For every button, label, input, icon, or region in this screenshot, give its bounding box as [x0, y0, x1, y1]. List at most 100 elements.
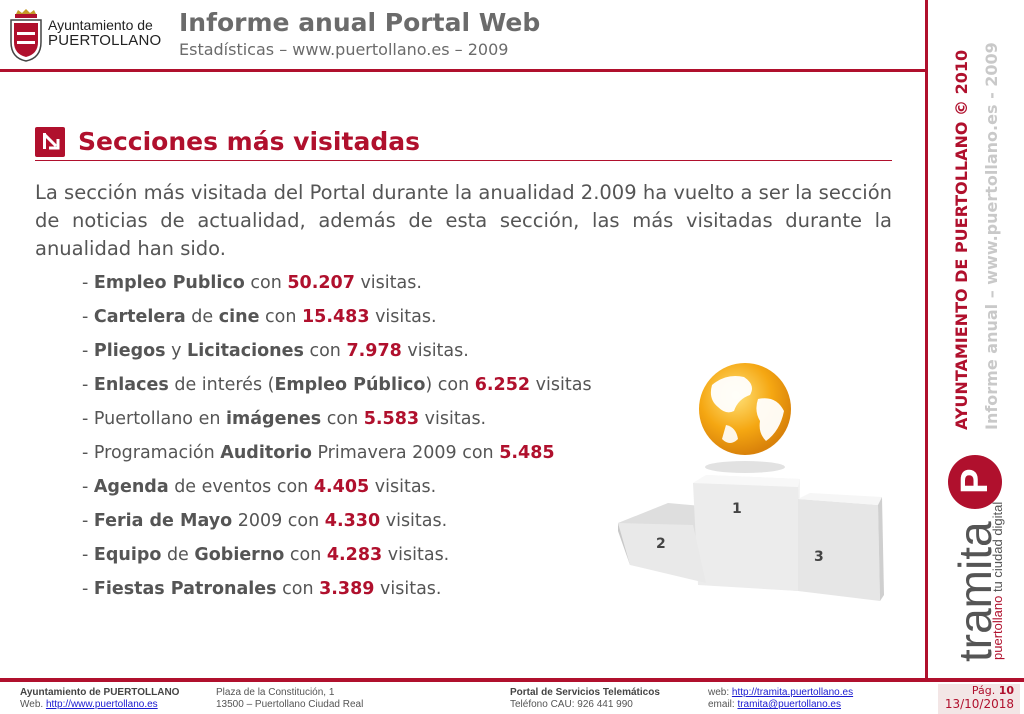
page-label: Pág. — [971, 684, 999, 697]
item-text-b: de — [185, 307, 219, 327]
item-text-d: ) con — [425, 375, 475, 395]
item-text-b: con — [276, 579, 320, 599]
tagline-city: puertollano — [990, 595, 1005, 660]
report-subtitle: Estadísticas – www.puertollano.es – 2009 — [179, 40, 509, 59]
item-text-tail: visitas. — [419, 409, 487, 429]
item-text-tail: visitas. — [382, 545, 450, 565]
list-dash: - — [82, 307, 94, 327]
item-bold-a: Enlaces — [93, 375, 169, 395]
section-title: Secciones más visitadas — [78, 127, 420, 156]
side-divider — [925, 0, 928, 678]
item-bold-a: Cartelera — [93, 307, 186, 327]
podium-place-1: 1 — [732, 501, 742, 517]
item-bold-c: imágenes — [226, 409, 322, 429]
list-item: - Fiestas Patronales con 3.389 visitas. — [82, 574, 642, 608]
item-visits-count: 4.330 — [324, 511, 381, 531]
item-text-d: con — [321, 409, 364, 429]
item-bold-a: Equipo — [93, 545, 162, 565]
list-dash: - — [82, 375, 94, 395]
item-text-d: con — [259, 307, 302, 327]
item-text-b: y — [165, 341, 188, 361]
logo-text: Ayuntamiento de PUERTOLLANO — [48, 18, 161, 49]
tramita-p-letter: P — [954, 468, 996, 494]
item-text-d: con — [303, 341, 347, 361]
podium-illustration: 1 2 3 — [618, 363, 884, 601]
footer-col-portal: Portal de Servicios Telemáticos Teléfono… — [510, 687, 660, 711]
list-item: - Agenda de eventos con 4.405 visitas. — [82, 472, 642, 506]
footer-tramita-link[interactable]: http://tramita.puertollano.es — [731, 687, 854, 698]
item-text-tail: visitas. — [369, 477, 437, 497]
footer-web-label: Web. — [20, 699, 46, 710]
item-bold-a: Empleo Publico — [93, 273, 245, 293]
item-bold-a: Agenda — [93, 477, 169, 497]
item-text-tail: visitas. — [369, 307, 437, 327]
footer-address-line1: Plaza de la Constitución, 1 — [216, 687, 335, 698]
footer-web-link[interactable]: http://www.puertollano.es — [45, 699, 158, 710]
item-bold-c: Empleo Público — [274, 375, 426, 395]
footer-email: email: tramita@puertollano.es — [708, 699, 853, 711]
visited-sections-list: - Empleo Publico con 50.207 visitas. - Ca… — [82, 268, 642, 608]
list-dash: - — [82, 409, 94, 429]
item-text-d: Primavera 2009 con — [311, 443, 500, 463]
item-bold-a: Fiestas Patronales — [93, 579, 277, 599]
footer-email-label: email: — [708, 699, 738, 710]
tramita-tagline: puertollano tu ciudad digital — [990, 502, 1005, 660]
item-text-b: de interés ( — [168, 375, 275, 395]
item-visits-count: 6.252 — [474, 375, 531, 395]
list-item: - Empleo Publico con 50.207 visitas. — [82, 268, 642, 302]
item-text-b: de — [161, 545, 195, 565]
list-item: - Pliegos y Licitaciones con 7.978 visit… — [82, 336, 642, 370]
page-date: 13/10/2018 — [944, 697, 1014, 711]
item-bold-c: Licitaciones — [187, 341, 304, 361]
list-item: - Programación Auditorio Primavera 2009 … — [82, 438, 642, 472]
footer-col-address: Plaza de la Constitución, 1 13500 – Puer… — [216, 687, 363, 711]
item-bold-a: Pliegos — [93, 341, 166, 361]
footer-portal-name: Portal de Servicios Telemáticos — [510, 687, 660, 698]
footer-phone: Teléfono CAU: 926 441 990 — [510, 699, 633, 710]
item-visits-count: 4.283 — [326, 545, 383, 565]
list-item: - Feria de Mayo 2009 con 4.330 visitas. — [82, 506, 642, 540]
list-dash: - — [82, 443, 94, 463]
item-text-b: Programación — [93, 443, 221, 463]
list-dash: - — [82, 511, 94, 531]
item-text-b: Puertollano en — [93, 409, 226, 429]
item-text-b: de eventos con — [168, 477, 314, 497]
footer-tramita-web-label: web: — [708, 687, 732, 698]
footer-address-line2: 13500 – Puertollano Ciudad Real — [216, 699, 364, 710]
tramita-p-logo: P — [948, 455, 1002, 509]
list-item: - Cartelera de cine con 15.483 visitas. — [82, 302, 642, 336]
header-divider — [0, 69, 925, 72]
item-text-tail: visitas — [530, 375, 592, 395]
item-text-tail: visitas. — [401, 341, 469, 361]
page-info: Pág. 10 13/10/2018 — [938, 684, 1020, 714]
page-num: 10 — [998, 684, 1014, 697]
footer-web: Web. http://www.puertollano.es — [20, 699, 179, 711]
footer: Ayuntamiento de PUERTOLLANO Web. http://… — [0, 684, 1024, 714]
podium-blocks — [618, 475, 884, 601]
item-text-tail: visitas. — [380, 511, 448, 531]
item-bold-c: Gobierno — [194, 545, 285, 565]
list-dash: - — [82, 477, 94, 497]
footer-col-contact: web: http://tramita.puertollano.es email… — [708, 687, 853, 711]
side-copyright: AYUNTAMIENTO DE PUERTOLLANO © 2010 — [952, 49, 971, 430]
item-bold-a: Feria de Mayo — [93, 511, 233, 531]
ayuntamiento-logo: Ayuntamiento de PUERTOLLANO — [6, 6, 166, 64]
arrow-down-right-icon — [35, 127, 65, 157]
list-item: - Puertollano en imágenes con 5.583 visi… — [82, 404, 642, 438]
item-text-b: 2009 con — [232, 511, 325, 531]
coat-of-arms-icon — [10, 9, 42, 62]
item-visits-count: 50.207 — [287, 273, 355, 293]
section-divider — [35, 160, 892, 161]
intro-paragraph: La sección más visitada del Portal duran… — [35, 181, 892, 260]
item-visits-count: 15.483 — [301, 307, 370, 327]
footer-divider — [0, 678, 1024, 682]
report-title: Informe anual Portal Web — [179, 8, 541, 37]
footer-org-name: Ayuntamiento de PUERTOLLANO — [20, 687, 180, 698]
page-number: Pág. 10 — [938, 684, 1014, 697]
item-visits-count: 7.978 — [346, 341, 402, 361]
footer-email-link[interactable]: tramita@puertollano.es — [737, 699, 841, 710]
item-bold-c: Auditorio — [220, 443, 312, 463]
footer-col-ayuntamiento: Ayuntamiento de PUERTOLLANO Web. http://… — [20, 687, 179, 711]
list-dash: - — [82, 579, 94, 599]
side-report-label: Informe anual – www.puertollano.es - 200… — [982, 42, 1001, 430]
